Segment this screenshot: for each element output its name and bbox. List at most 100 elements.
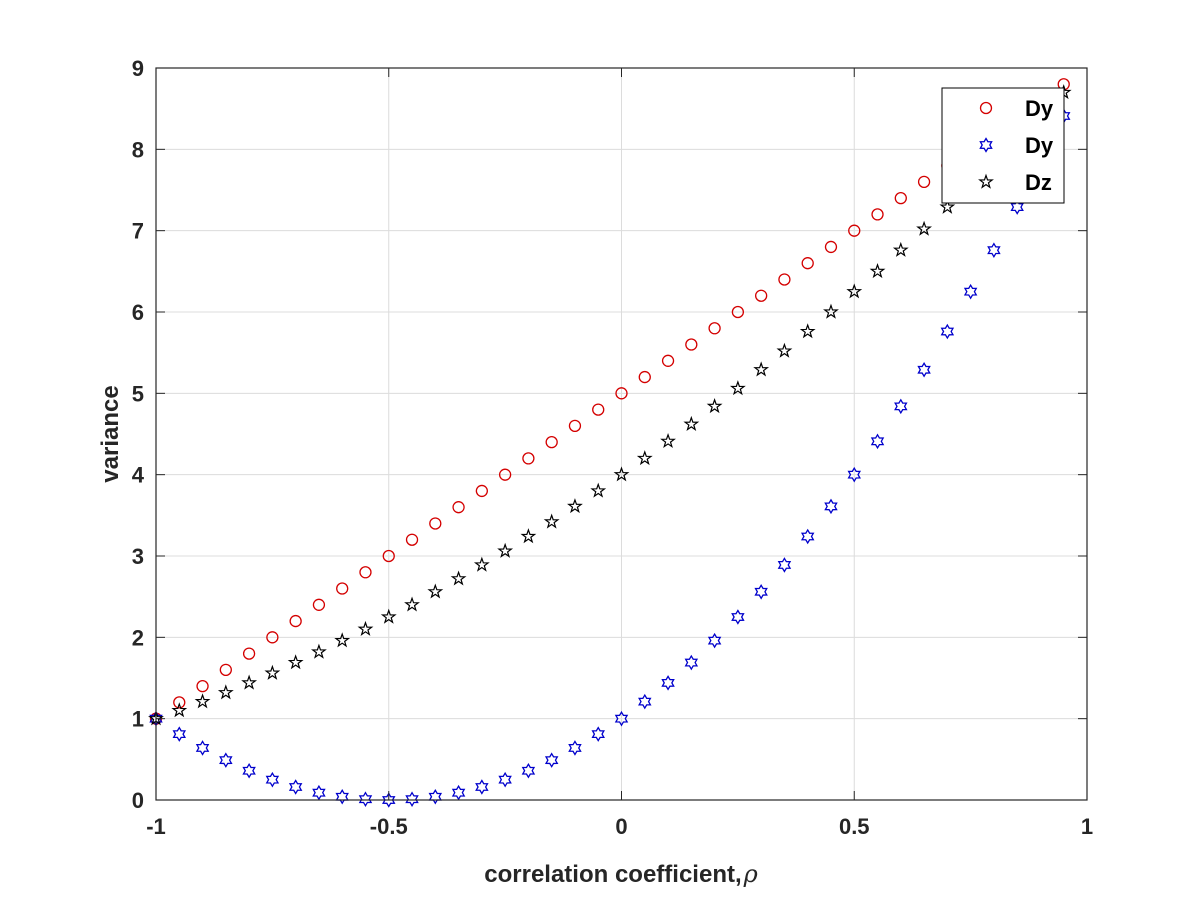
data-point (824, 498, 838, 515)
y-tick-label: 8 (132, 137, 144, 162)
data-point (824, 240, 838, 254)
legend-label-1: Dy (1025, 96, 1054, 121)
data-point (823, 303, 839, 319)
data-point (917, 361, 931, 378)
data-point (683, 415, 700, 431)
data-point (382, 549, 395, 563)
data-point (312, 598, 326, 611)
data-point (452, 501, 465, 514)
x-tick-label: -1 (146, 814, 166, 839)
data-point (755, 289, 768, 302)
data-point (427, 583, 444, 599)
x-tick-label: -0.5 (370, 814, 408, 839)
data-point (265, 771, 280, 788)
data-point (661, 354, 675, 367)
data-point (359, 566, 372, 579)
data-point (729, 380, 746, 396)
data-point (892, 241, 909, 257)
legend: Dy Dy Dz (941, 87, 1065, 204)
data-markers (148, 78, 1072, 808)
data-point (196, 679, 209, 693)
data-point (404, 596, 420, 612)
data-point (754, 584, 768, 600)
data-point (847, 466, 861, 483)
data-point (545, 435, 558, 449)
x-tick-label: 0 (615, 814, 627, 839)
data-point (380, 608, 397, 624)
data-point (894, 191, 907, 205)
data-point (708, 322, 721, 335)
series-2-dy (149, 108, 1071, 808)
data-point (777, 557, 792, 573)
x-axis-rho-symbol: ρ (743, 860, 758, 888)
data-point (707, 632, 722, 649)
data-point (242, 762, 256, 779)
data-point (289, 614, 302, 628)
data-point (592, 403, 605, 416)
data-point (217, 684, 234, 700)
data-point (544, 752, 559, 768)
data-point (428, 788, 443, 805)
y-tick-label: 3 (132, 544, 144, 569)
data-point (382, 792, 396, 808)
data-point (335, 788, 349, 805)
data-point (917, 175, 931, 189)
data-point (963, 283, 978, 300)
data-point (636, 450, 653, 466)
data-point (219, 752, 233, 768)
data-point (1010, 199, 1024, 215)
data-point (590, 482, 607, 498)
data-point (266, 631, 279, 644)
data-point (638, 693, 652, 710)
data-point (241, 674, 258, 690)
y-tick-label: 6 (132, 300, 144, 325)
data-point (916, 220, 933, 236)
data-point (987, 242, 1001, 258)
data-point (497, 542, 514, 558)
y-tick-label: 7 (132, 219, 144, 244)
y-tick-label: 2 (132, 625, 144, 650)
data-point (799, 323, 816, 339)
data-point (219, 663, 232, 677)
data-point (800, 528, 815, 545)
data-point (684, 654, 699, 671)
data-point (287, 654, 304, 670)
y-tick-label: 9 (132, 56, 144, 81)
legend-marker-3 (978, 173, 994, 189)
data-point (846, 283, 863, 299)
data-point (614, 710, 629, 727)
y-axis-label: variance (97, 385, 124, 482)
data-point (311, 643, 327, 659)
data-point (405, 533, 419, 546)
data-point (776, 342, 793, 358)
data-point (358, 791, 373, 807)
data-point (638, 370, 651, 384)
data-point (778, 273, 791, 286)
data-point (706, 398, 723, 414)
data-point (568, 740, 582, 756)
data-point (940, 323, 955, 340)
data-point (451, 784, 466, 801)
data-point (848, 224, 861, 237)
data-point (173, 696, 186, 709)
data-point (357, 620, 374, 636)
data-point (753, 361, 770, 377)
data-point (475, 484, 489, 498)
data-point (731, 609, 745, 625)
data-point (801, 257, 814, 270)
data-point (312, 784, 326, 801)
data-point (939, 198, 956, 214)
data-point (475, 779, 489, 795)
data-point (336, 582, 349, 595)
y-tick-label: 4 (132, 463, 145, 488)
y-tick-label: 1 (132, 707, 144, 732)
data-point (521, 762, 536, 779)
y-tick-label: 0 (132, 788, 144, 813)
data-point (522, 452, 535, 465)
data-point (661, 675, 675, 691)
data-point (894, 398, 908, 415)
data-point (264, 664, 281, 680)
x-axis-label: correlation coefficient,ρ (484, 860, 758, 888)
series-3-dz (148, 84, 1072, 726)
data-point (172, 726, 187, 742)
